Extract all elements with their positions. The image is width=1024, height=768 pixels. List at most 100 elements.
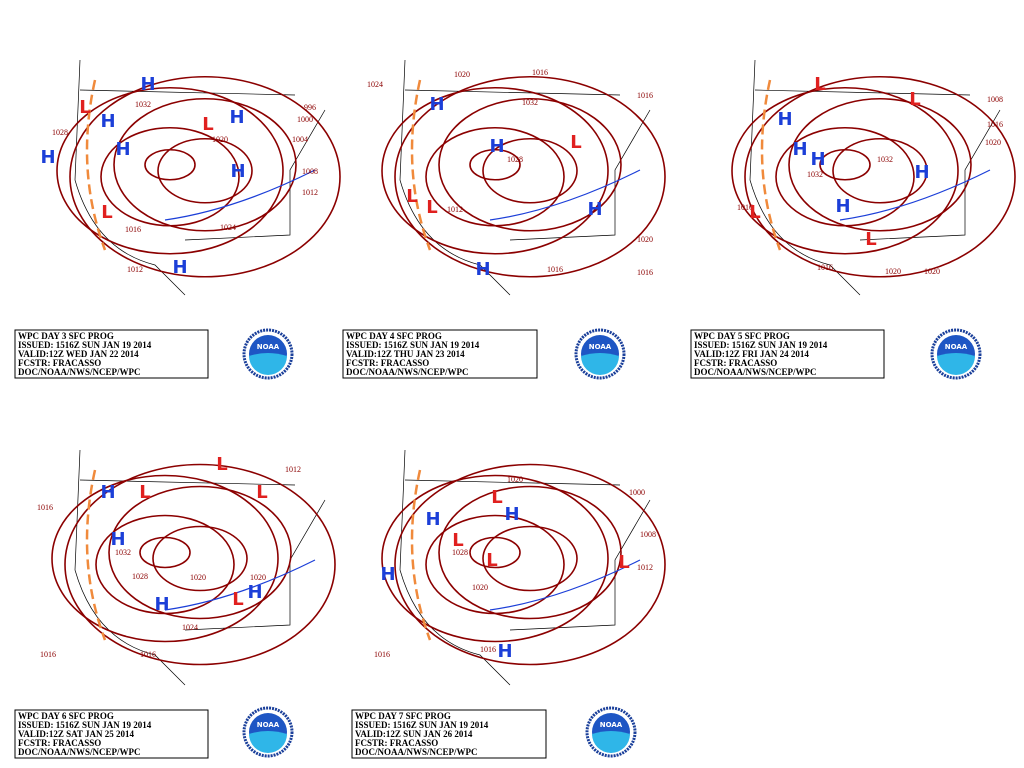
isobar-label: 1032 (135, 100, 151, 109)
info-line: WPC DAY 3 SFC PROG (18, 331, 114, 341)
info-line: FCSTR: FRACASSO (355, 738, 438, 748)
pressure-center: L (486, 550, 497, 571)
isobar-label: 1032 (115, 548, 131, 557)
pressure-center: H (110, 529, 125, 550)
isobar (64, 463, 336, 666)
isobar (438, 485, 622, 620)
isobar-label: 1016 (40, 650, 56, 659)
coastline (74, 449, 326, 686)
info-box (690, 329, 885, 379)
isobar-label: 1012 (637, 563, 653, 572)
isobar (438, 97, 622, 232)
isobar-label: 1016 (140, 650, 156, 659)
cold-front (164, 169, 316, 221)
front (760, 79, 782, 251)
isobar-label: 1020 (885, 267, 901, 276)
isobar-label: 1020 (454, 70, 470, 79)
pressure-center: H (40, 147, 55, 168)
isobar (788, 97, 972, 232)
isobar (152, 525, 248, 592)
info-line: FCSTR: FRACASSO (694, 358, 777, 368)
pressure-center: H (429, 94, 444, 115)
pressure-center: H (587, 199, 602, 220)
isobar-label: 1016 (37, 503, 53, 512)
map-mask (700, 305, 1024, 325)
pressure-center: H (247, 582, 262, 603)
coastline (74, 59, 326, 296)
isobar (157, 137, 253, 204)
info-line: DOC/NOAA/NWS/NCEP/WPC (346, 367, 469, 377)
isobar-label: 1016 (480, 645, 496, 654)
isobar-label: 1020 (472, 583, 488, 592)
isobar-label: 1020 (924, 267, 940, 276)
pressure-center: H (777, 109, 792, 130)
forecast-panel: 1028 1032 1016 1012 1024 1008 1012 1000 1004 996 1… (14, 59, 355, 380)
pressure-center: L (139, 482, 150, 503)
map-mask (350, 305, 680, 325)
info-line: VALID:12Z SAT JAN 25 2014 (18, 729, 135, 739)
info-box (351, 709, 547, 759)
info-line: DOC/NOAA/NWS/NCEP/WPC (18, 367, 141, 377)
isobar-label: 1000 (297, 115, 313, 124)
isobar (381, 86, 609, 255)
pressure-center: H (140, 74, 155, 95)
isobar (731, 86, 959, 255)
pressure-center: L (618, 552, 629, 573)
isobar-label: 1020 (250, 573, 266, 582)
isobar (832, 137, 928, 204)
pressure-center: L (749, 202, 760, 223)
pressure-center: H (835, 196, 850, 217)
info-line: VALID:12Z FRI JAN 24 2014 (694, 349, 809, 359)
map-mask (350, 690, 680, 710)
logo-gull (249, 731, 287, 753)
logo-text: NOAA (600, 721, 623, 729)
isobar (139, 536, 191, 569)
pressure-center: H (100, 111, 115, 132)
info-line: FCSTR: FRACASSO (346, 358, 429, 368)
isobar-label: 1016 (125, 225, 141, 234)
pressure-center: H (229, 107, 244, 128)
info-line: VALID:12Z WED JAN 22 2014 (18, 349, 139, 359)
pressure-center: L (101, 202, 112, 223)
info-line: DOC/NOAA/NWS/NCEP/WPC (355, 747, 478, 757)
pressure-center: L (452, 530, 463, 551)
isobar-label: 1032 (807, 170, 823, 179)
pressure-center: H (810, 149, 825, 170)
pressure-center: L (865, 229, 876, 250)
pressure-center: H (154, 594, 169, 615)
isobar-label: 1016 (637, 91, 653, 100)
isobar-label: 1016 (374, 650, 390, 659)
isobar (394, 75, 666, 278)
pressure-center: L (232, 589, 243, 610)
info-line: WPC DAY 7 SFC PROG (355, 711, 451, 721)
pressure-center: L (814, 74, 825, 95)
pressure-center: L (256, 482, 267, 503)
isobar-label: 1004 (292, 135, 308, 144)
isobar-label: 1020 (507, 475, 523, 484)
pressure-center: L (570, 132, 581, 153)
isobar-label: 1028 (132, 572, 148, 581)
map-mask (25, 690, 345, 710)
isobar-label: 1016 (987, 120, 1003, 129)
isobar-label: 1024 (220, 223, 236, 232)
isobar-label: 1012 (127, 265, 143, 274)
front (85, 469, 107, 641)
isobar (482, 525, 578, 592)
info-line: WPC DAY 5 SFC PROG (694, 331, 790, 341)
pressure-center: H (497, 641, 512, 662)
pressure-center: H (100, 482, 115, 503)
info-line: DOC/NOAA/NWS/NCEP/WPC (694, 367, 817, 377)
isobar (482, 137, 578, 204)
pressure-center: H (425, 509, 440, 530)
isobar (144, 148, 196, 181)
logo-text: NOAA (257, 343, 280, 351)
pressure-center: H (230, 161, 245, 182)
logo-gull (581, 353, 619, 375)
isobar-label: 1016 (737, 203, 753, 212)
isobar-label: 1020 (637, 235, 653, 244)
info-line: ISSUED: 1516Z SUN JAN 19 2014 (346, 340, 480, 350)
pressure-center: H (115, 139, 130, 160)
cold-front (164, 559, 316, 611)
